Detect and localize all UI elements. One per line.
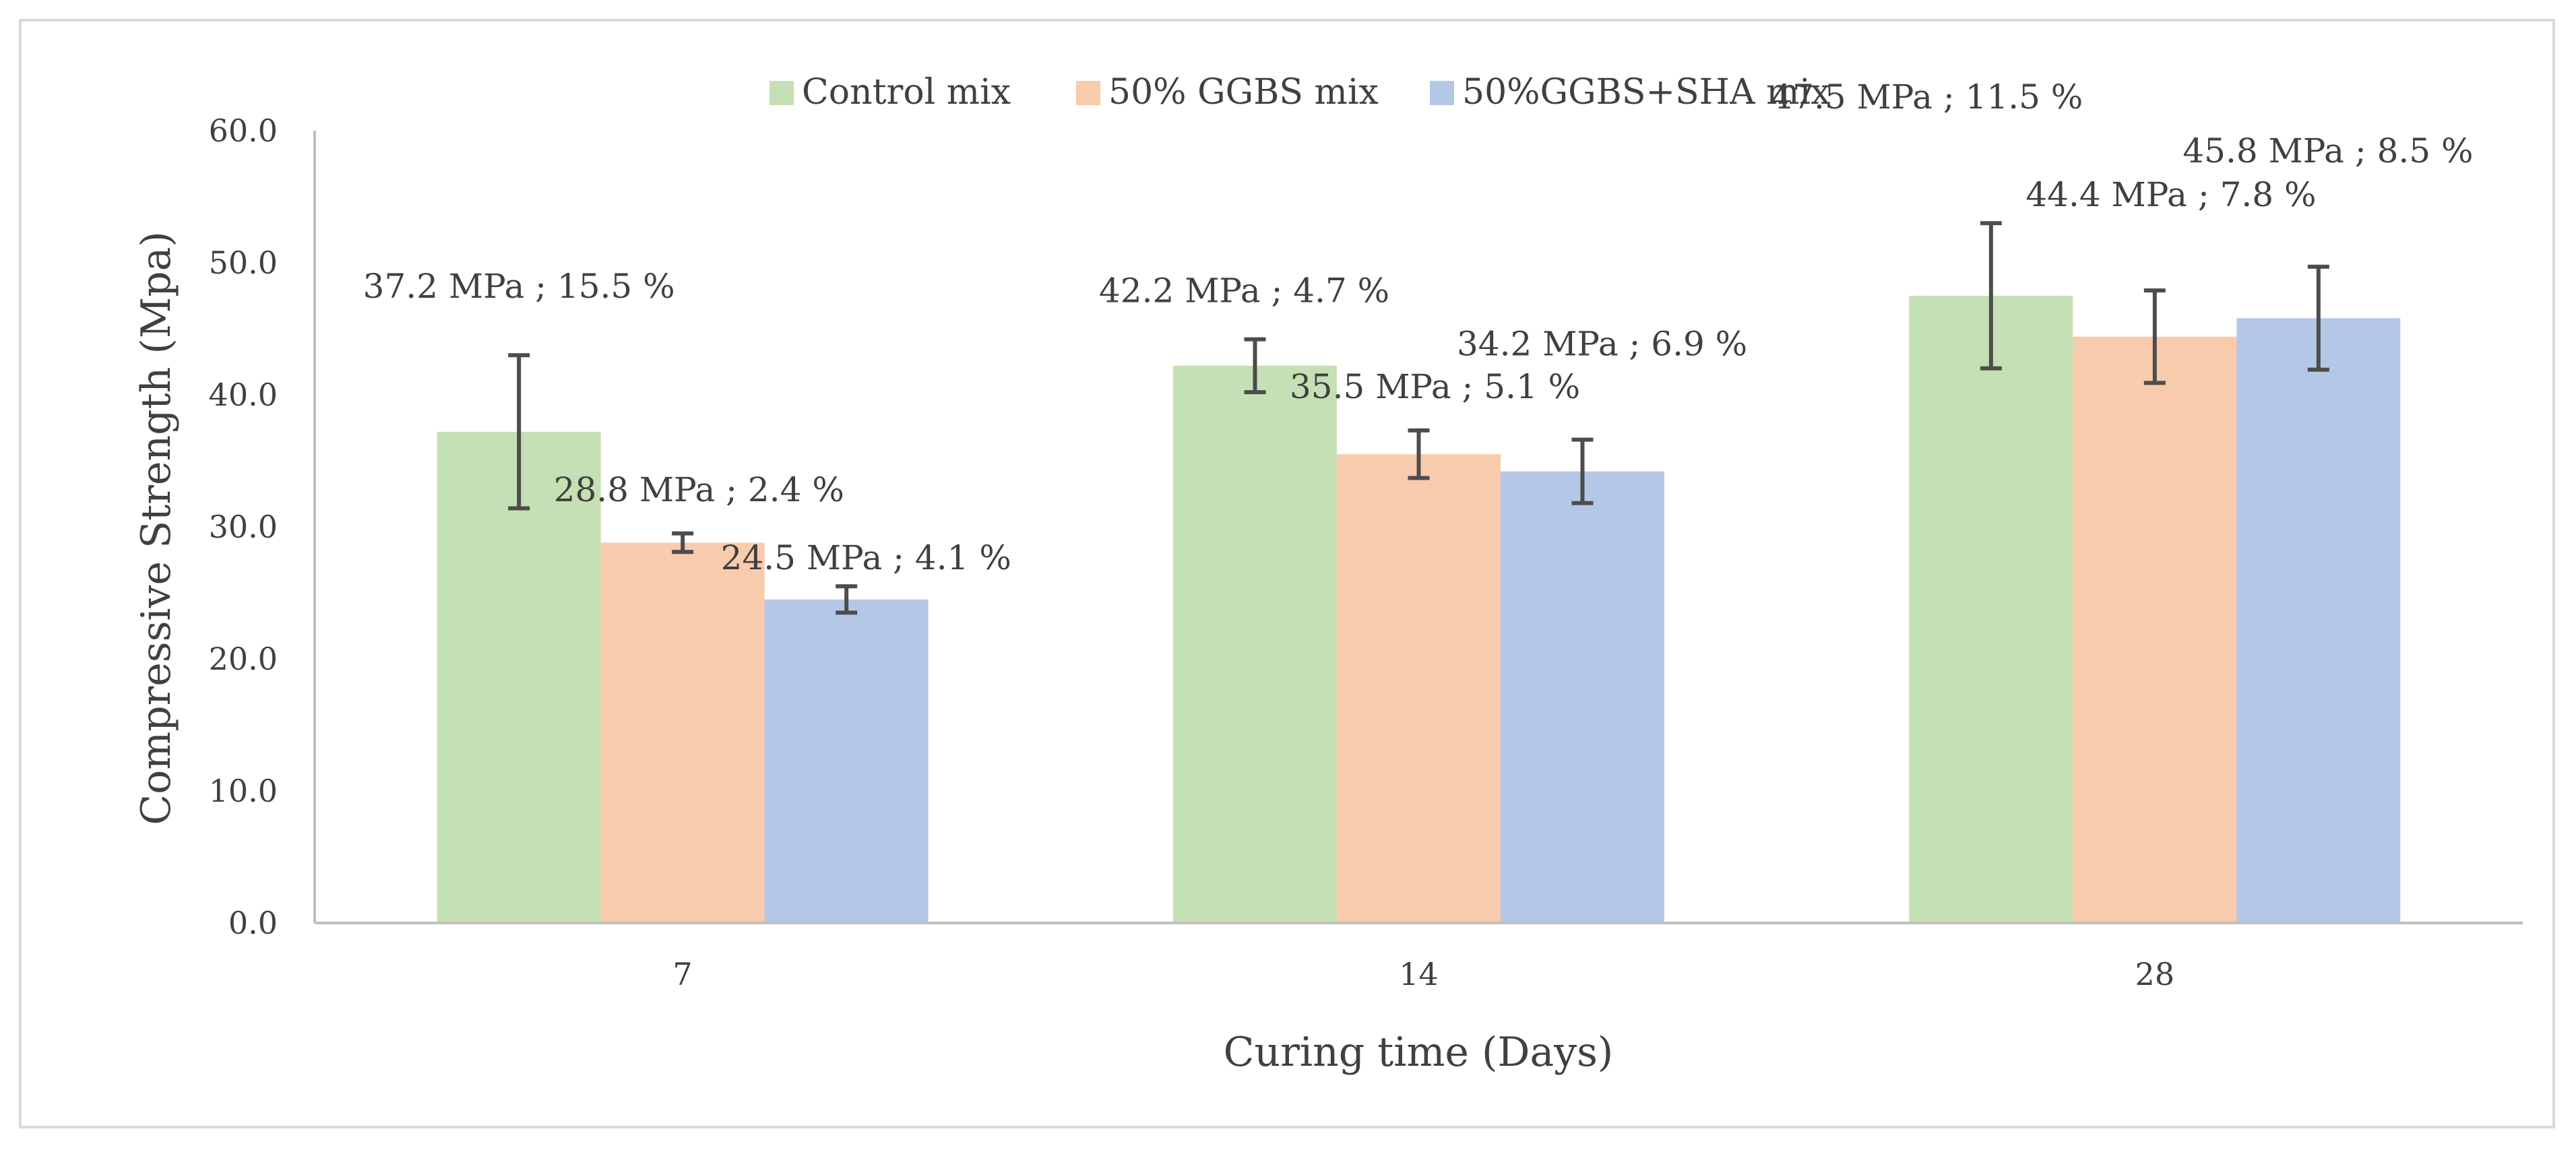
data-labels: 37.2 MPa ; 15.5 % 28.8 MPa ; 2.4 % 24.5 MP… xyxy=(363,77,2474,577)
legend: Control mix 50% GGBS mix 50%GGBS+SHA mix xyxy=(769,72,1830,113)
legend-entry: 50%GGBS+SHA mix xyxy=(1462,72,1830,113)
chart-frame: Control mix 50% GGBS mix 50%GGBS+SHA mix 0… xyxy=(19,19,2555,1128)
y-tick-label: 50.0 xyxy=(209,245,278,281)
data-label: 37.2 MPa ; 15.5 % xyxy=(363,267,675,306)
data-label: 24.5 MPa ; 4.1 % xyxy=(721,538,1011,577)
bar xyxy=(2073,336,2237,923)
legend-entry: Control mix xyxy=(802,72,1011,113)
legend-swatch xyxy=(1430,81,1454,105)
x-tick-label: 7 xyxy=(673,956,693,992)
x-axis-title: Curing time (Days) xyxy=(1224,1029,1614,1076)
data-label: 34.2 MPa ; 6.9 % xyxy=(1457,325,1747,364)
y-axis-ticks: 0.0 10.0 20.0 30.0 40.0 50.0 60.0 xyxy=(209,113,278,941)
data-label: 44.4 MPa ; 7.8 % xyxy=(2025,175,2316,214)
y-tick-label: 60.0 xyxy=(209,113,278,149)
x-tick-label: 28 xyxy=(2135,956,2175,992)
data-label: 45.8 MPa ; 8.5 % xyxy=(2182,131,2473,170)
data-label: 28.8 MPa ; 2.4 % xyxy=(554,470,844,509)
y-tick-label: 10.0 xyxy=(209,773,278,809)
bar xyxy=(1909,296,2073,923)
bar xyxy=(437,431,601,923)
bar xyxy=(600,542,765,923)
data-label: 47.5 MPa ; 11.5 % xyxy=(1771,77,2083,117)
y-tick-label: 30.0 xyxy=(209,509,278,545)
bars xyxy=(437,296,2401,923)
legend-swatch xyxy=(1076,81,1100,105)
y-tick-label: 20.0 xyxy=(209,641,278,677)
bar xyxy=(2236,318,2401,923)
bar xyxy=(764,599,929,923)
bar-chart: Control mix 50% GGBS mix 50%GGBS+SHA mix 0… xyxy=(133,72,2523,1076)
y-axis-title: Compressive Strength (Mpa) xyxy=(133,231,180,825)
legend-entry: 50% GGBS mix xyxy=(1108,72,1379,113)
bar xyxy=(1337,454,1501,923)
bar xyxy=(1173,365,1337,923)
data-label: 35.5 MPa ; 5.1 % xyxy=(1290,367,1580,406)
data-label: 42.2 MPa ; 4.7 % xyxy=(1099,271,1389,311)
y-tick-label: 40.0 xyxy=(209,377,278,413)
y-tick-label: 0.0 xyxy=(228,905,278,941)
error-bars xyxy=(508,221,2329,615)
bar xyxy=(1501,471,1664,923)
x-tick-label: 14 xyxy=(1399,956,1439,992)
x-axis-ticks: 7 14 28 xyxy=(673,956,2175,992)
legend-swatch xyxy=(769,81,794,105)
